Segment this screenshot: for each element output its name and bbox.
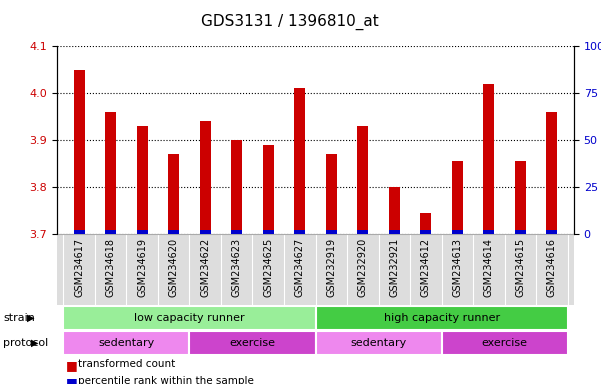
Bar: [168, 154, 179, 234]
Text: low capacity runner: low capacity runner: [134, 313, 245, 323]
Text: GSM234622: GSM234622: [200, 238, 210, 297]
Bar: [263, 145, 274, 234]
Bar: [357, 230, 368, 234]
Bar: [63, 306, 316, 330]
Bar: [389, 187, 400, 234]
Bar: [483, 84, 495, 234]
Text: GSM234620: GSM234620: [169, 238, 178, 297]
Text: exercise: exercise: [481, 338, 528, 348]
Text: GSM234619: GSM234619: [137, 238, 147, 297]
Text: percentile rank within the sample: percentile rank within the sample: [78, 376, 254, 384]
Bar: [74, 70, 85, 234]
Bar: [200, 121, 211, 234]
Text: exercise: exercise: [230, 338, 275, 348]
Text: protocol: protocol: [3, 338, 48, 348]
Bar: [389, 230, 400, 234]
Bar: [231, 140, 242, 234]
Bar: [452, 161, 463, 234]
Bar: [263, 230, 274, 234]
Text: GSM234617: GSM234617: [74, 238, 84, 297]
Bar: [420, 213, 432, 234]
Bar: [189, 331, 316, 355]
Bar: [326, 154, 337, 234]
Text: ▶: ▶: [31, 338, 38, 348]
Text: high capacity runner: high capacity runner: [383, 313, 499, 323]
Text: GSM234616: GSM234616: [547, 238, 557, 297]
Bar: [136, 126, 148, 234]
Bar: [294, 230, 305, 234]
Bar: [316, 331, 442, 355]
Text: strain: strain: [3, 313, 35, 323]
Bar: [483, 230, 495, 234]
Bar: [168, 230, 179, 234]
Text: GSM234625: GSM234625: [263, 238, 273, 297]
Text: GSM234613: GSM234613: [453, 238, 462, 297]
Text: GSM232921: GSM232921: [389, 238, 399, 297]
Bar: [420, 230, 432, 234]
Bar: [316, 306, 568, 330]
Bar: [515, 230, 526, 234]
Bar: [105, 112, 116, 234]
Text: GSM234615: GSM234615: [516, 238, 525, 297]
Text: sedentary: sedentary: [99, 338, 154, 348]
Text: transformed count: transformed count: [78, 359, 175, 369]
Text: GSM234612: GSM234612: [421, 238, 431, 297]
Text: sedentary: sedentary: [350, 338, 407, 348]
Text: GSM234618: GSM234618: [106, 238, 115, 297]
Text: ▶: ▶: [27, 313, 34, 323]
Bar: [326, 230, 337, 234]
Text: ■: ■: [66, 359, 78, 372]
Bar: [546, 230, 557, 234]
Bar: [105, 230, 116, 234]
Bar: [357, 126, 368, 234]
Bar: [452, 230, 463, 234]
Bar: [294, 88, 305, 234]
Title: GDS3131 / 1396810_at: GDS3131 / 1396810_at: [201, 13, 379, 30]
Bar: [63, 331, 189, 355]
Bar: [74, 230, 85, 234]
Bar: [231, 230, 242, 234]
Bar: [546, 112, 557, 234]
Bar: [136, 230, 148, 234]
Text: GSM234614: GSM234614: [484, 238, 494, 297]
Text: GSM234623: GSM234623: [232, 238, 242, 297]
Bar: [442, 331, 568, 355]
Bar: [200, 230, 211, 234]
Text: GSM232920: GSM232920: [358, 238, 368, 297]
Text: ■: ■: [66, 376, 78, 384]
Text: GSM234627: GSM234627: [294, 238, 305, 297]
Text: GSM232919: GSM232919: [326, 238, 337, 297]
Bar: [515, 161, 526, 234]
